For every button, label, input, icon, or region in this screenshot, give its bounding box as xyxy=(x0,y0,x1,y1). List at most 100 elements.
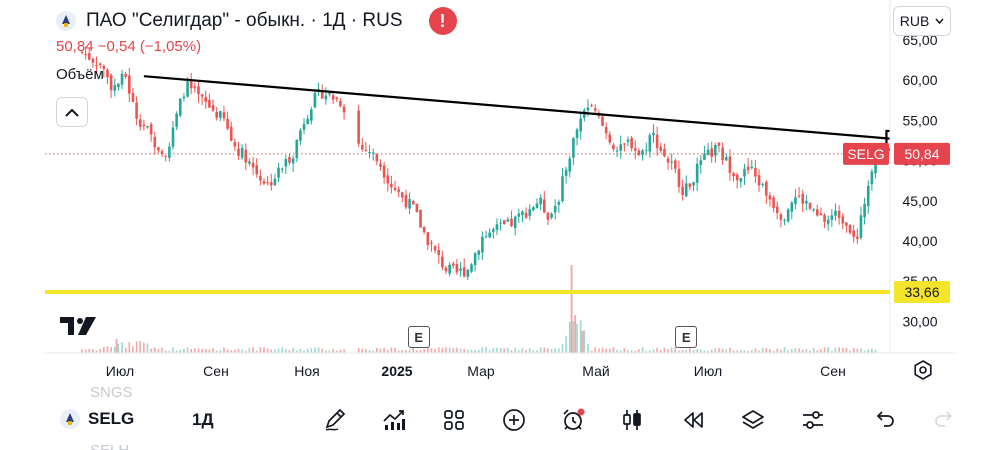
candle-body xyxy=(237,148,240,156)
pencil-icon[interactable] xyxy=(320,405,350,435)
chart-line-icon[interactable] xyxy=(379,405,409,435)
earnings-marker[interactable]: E xyxy=(407,326,430,348)
chart-settings-icon[interactable] xyxy=(912,359,934,381)
volume-bar xyxy=(357,348,360,353)
candle-body xyxy=(655,134,659,149)
volume-bar xyxy=(718,348,720,353)
volume-bar xyxy=(84,349,87,353)
candle-body xyxy=(259,175,262,181)
candle-body xyxy=(652,132,655,136)
candle-body xyxy=(295,139,299,159)
settings-sliders-icon[interactable] xyxy=(798,405,828,435)
volume-bar xyxy=(758,350,760,353)
volume-bar xyxy=(467,349,469,353)
volume-bar xyxy=(481,347,484,353)
candle-body xyxy=(379,163,382,167)
exclamation-alert-icon[interactable]: ! xyxy=(428,7,457,35)
volume-bar xyxy=(365,349,367,353)
volume-bar xyxy=(237,348,240,353)
candle-body xyxy=(542,199,546,213)
volume-bar xyxy=(445,347,447,353)
price-tick-label: 60,00 xyxy=(902,72,937,88)
symbol-switcher[interactable]: SELG xyxy=(60,409,134,429)
volume-bar xyxy=(317,347,320,353)
volume-bar xyxy=(707,350,709,353)
candles-icon[interactable] xyxy=(617,405,647,435)
volume-bar xyxy=(634,350,637,353)
volume-bar xyxy=(434,348,436,353)
candle-body xyxy=(269,182,273,186)
candle-body xyxy=(477,250,481,255)
support-level-tag-label: 33,66 xyxy=(904,284,939,300)
volume-bar xyxy=(587,343,589,353)
price-chart[interactable]: 30,0035,0040,0045,0050,0055,0060,0065,00… xyxy=(0,0,1000,385)
volume-bar xyxy=(681,350,684,353)
time-axis[interactable]: Июл Сен Ноя 2025 Мар Май Июл Сен xyxy=(45,352,955,379)
candle-body xyxy=(437,250,441,256)
price-tick-label: 65,00 xyxy=(902,32,937,48)
volume-bar xyxy=(259,347,262,353)
candle-body xyxy=(124,74,127,77)
volume-bar xyxy=(823,347,826,353)
volume-bar xyxy=(103,347,105,353)
volume-bar xyxy=(605,348,607,353)
candle-body xyxy=(422,227,426,233)
candle-body xyxy=(222,112,226,119)
plus-circle-icon[interactable] xyxy=(499,405,529,435)
candle-body xyxy=(302,124,306,130)
price-axis[interactable]: 30,0035,0040,0045,0050,0055,0060,0065,00… xyxy=(843,0,1000,385)
layers-icon[interactable] xyxy=(738,405,768,435)
candle-body xyxy=(419,209,422,228)
volume-bar xyxy=(729,347,731,353)
volume-bar xyxy=(525,349,527,353)
volume-bar xyxy=(368,350,371,353)
undo-icon[interactable] xyxy=(869,405,899,435)
volume-bar xyxy=(372,350,374,353)
candle-body xyxy=(441,256,444,268)
candle-body xyxy=(848,225,852,233)
candle-body xyxy=(866,185,870,206)
volume-bar xyxy=(474,350,476,353)
grid-icon[interactable] xyxy=(439,405,469,435)
candle-body xyxy=(532,207,535,211)
candle-body xyxy=(328,93,331,95)
candle-body xyxy=(459,268,462,271)
collapse-legend-button[interactable] xyxy=(56,97,88,127)
candle-body xyxy=(772,197,775,209)
candle-body xyxy=(841,216,845,224)
volume-bar xyxy=(831,350,833,353)
volume-bar xyxy=(663,347,666,353)
volume-bar xyxy=(725,349,728,353)
candle-body xyxy=(568,158,572,172)
symbol-header[interactable]: ПАО "Селигдар" - обыкн. · 1Д · RUS ! xyxy=(56,7,457,35)
volume-bar xyxy=(743,350,746,353)
candle-body xyxy=(750,166,754,169)
volume-bar xyxy=(794,347,797,353)
volume-bar xyxy=(339,349,342,353)
symbol-title[interactable]: ПАО "Селигдар" - обыкн. · 1Д · RUS xyxy=(86,10,403,31)
volume-bar xyxy=(110,347,112,353)
volume-indicator-label[interactable]: Объём xyxy=(56,66,104,83)
replay-icon[interactable] xyxy=(678,405,708,435)
interval-button[interactable]: 1Д xyxy=(192,410,214,429)
alarm-icon[interactable] xyxy=(558,405,588,435)
volume-bar xyxy=(437,347,440,353)
time-tick-label: Июл xyxy=(694,363,722,379)
earnings-marker[interactable]: E xyxy=(675,326,698,348)
drawings[interactable] xyxy=(143,75,935,194)
volume-bar xyxy=(88,349,91,353)
redo-icon[interactable] xyxy=(930,405,960,435)
volume-bar xyxy=(154,347,156,353)
horizontal-level-line[interactable] xyxy=(45,153,890,294)
candle-body xyxy=(528,209,532,216)
candle-body xyxy=(801,193,805,204)
volume-bar xyxy=(798,348,800,353)
volume-bar xyxy=(521,348,524,353)
candle-body xyxy=(510,218,513,227)
volume-bar xyxy=(514,347,516,353)
price-tick-label: 45,00 xyxy=(902,193,937,209)
volume-bar xyxy=(328,350,331,353)
candle-body xyxy=(462,267,466,277)
candle-body xyxy=(433,246,437,251)
currency-select[interactable]: RUB xyxy=(893,6,951,36)
